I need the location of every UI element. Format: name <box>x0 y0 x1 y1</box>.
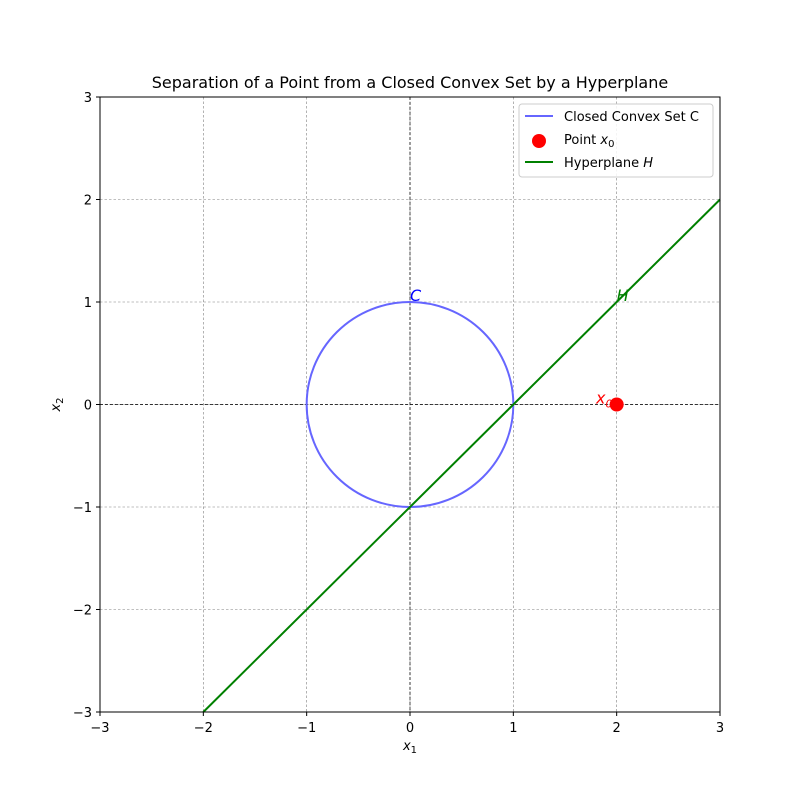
annotations: C Hx0 <box>410 286 629 411</box>
legend-label-1: Point x0 <box>564 133 614 150</box>
y-tick-label: 1 <box>84 296 92 311</box>
x-tick-label: −1 <box>297 721 316 736</box>
legend: Closed Convex Set C Point x0 Hyperplane H <box>518 103 714 178</box>
y-tick-label: 3 <box>84 91 92 106</box>
legend-box <box>518 103 714 178</box>
x-tick-label: 2 <box>613 721 621 736</box>
annotation-c: C <box>410 286 422 305</box>
x-tick-label: 3 <box>716 721 724 736</box>
x-tick-label: −2 <box>194 721 213 736</box>
x-tick-label: 0 <box>406 721 414 736</box>
annotation-x: x0 <box>595 389 612 411</box>
point-marker <box>609 397 624 412</box>
x-tick-label: −3 <box>90 721 109 736</box>
y-tick-label: 2 <box>84 194 92 209</box>
ticks: −3 −2 −1 0 1 2 3 −3 −2 −1 0 1 2 3 <box>73 91 724 736</box>
x-axis-label: x1 <box>402 739 417 756</box>
annotation-h: H <box>617 286 629 305</box>
x-tick-label: 1 <box>509 721 517 736</box>
y-tick-label: −1 <box>73 501 92 516</box>
hyperplane-line <box>202 198 721 713</box>
y-axis-label: x2 <box>49 397 66 412</box>
legend-label-2: Hyperplane H <box>564 156 653 171</box>
legend-label-0: Closed Convex Set C <box>564 110 699 125</box>
y-tick-label: −3 <box>73 706 92 721</box>
plot-area <box>202 198 721 713</box>
y-tick-label: 0 <box>84 399 92 414</box>
legend-marker-point <box>532 134 546 148</box>
y-tick-label: −2 <box>73 604 92 619</box>
chart-title: Separation of a Point from a Closed Conv… <box>152 73 668 92</box>
